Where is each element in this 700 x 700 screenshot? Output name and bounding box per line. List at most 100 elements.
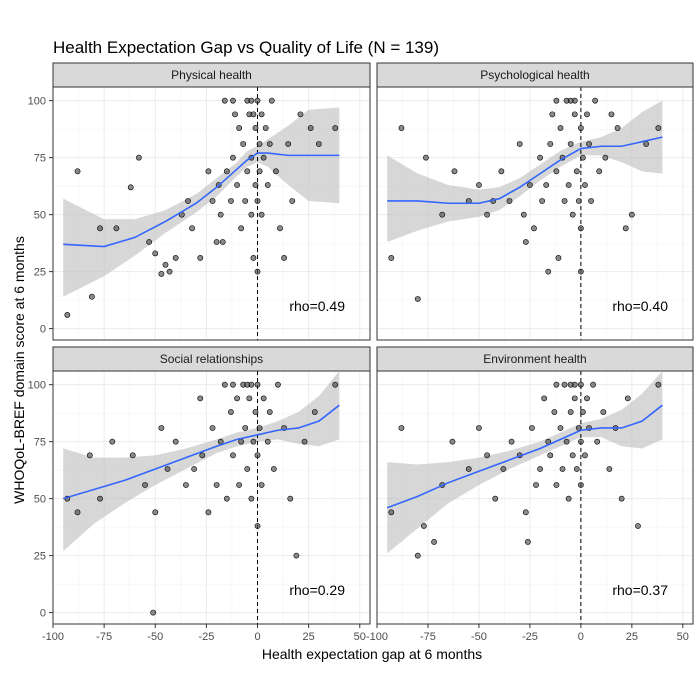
data-point — [289, 198, 296, 204]
data-point — [553, 482, 560, 488]
y-tick-label: 0 — [40, 608, 46, 620]
data-point — [191, 466, 198, 472]
data-point — [234, 395, 240, 402]
y-axis-title: WHOQoL-BREF domain score at 6 months — [11, 236, 27, 504]
facet-panel: Social relationships rho=0.29 — [52, 346, 371, 625]
facet-strip — [52, 346, 371, 372]
correlation-label: rho=0.29 — [289, 582, 345, 598]
data-point — [553, 168, 560, 175]
x-axis-title: Health expectation gap at 6 months — [262, 646, 482, 662]
data-point — [135, 154, 142, 161]
data-point — [217, 211, 224, 218]
data-point — [254, 381, 261, 388]
data-point — [311, 409, 318, 415]
data-point — [565, 495, 572, 502]
confidence-ribbon — [387, 371, 663, 554]
y-tick-label: 50 — [34, 210, 46, 222]
data-point — [256, 425, 263, 431]
data-point — [398, 425, 405, 431]
data-point — [600, 409, 607, 415]
x-tick-label: -50 — [471, 631, 487, 643]
data-point — [185, 198, 191, 204]
y-axis-ticks-top: 0 25 50 75 100 — [28, 96, 53, 336]
data-point — [234, 182, 240, 188]
data-point — [307, 125, 314, 131]
data-point — [584, 111, 590, 118]
facet-strip — [52, 62, 371, 88]
data-point — [567, 97, 574, 104]
data-point — [388, 509, 395, 516]
data-point — [260, 395, 267, 402]
data-point — [166, 268, 173, 275]
data-point — [567, 141, 574, 147]
x-tick-label: -25 — [198, 631, 214, 643]
data-point — [527, 182, 533, 188]
data-point — [498, 168, 505, 175]
data-point — [559, 466, 566, 472]
x-tick-label: 50 — [354, 631, 366, 643]
data-point — [398, 125, 405, 131]
data-point — [577, 225, 584, 232]
data-point — [451, 168, 458, 175]
data-point — [97, 495, 103, 502]
data-point — [221, 381, 228, 388]
data-point — [287, 495, 294, 502]
x-tick-label: -75 — [96, 631, 112, 643]
x-tick-label: 0 — [578, 631, 584, 643]
confidence-ribbon — [63, 107, 340, 297]
data-point — [602, 154, 609, 161]
data-point — [152, 509, 159, 516]
x-axis-ticks-right: -100 -75 -50 -25 0 25 50 — [366, 624, 689, 643]
data-point — [580, 154, 586, 161]
data-point — [522, 509, 529, 516]
data-point — [508, 438, 515, 445]
x-tick-label: -100 — [42, 631, 64, 643]
data-point — [254, 268, 261, 275]
data-point — [254, 452, 261, 459]
data-point — [97, 225, 103, 232]
data-point — [258, 211, 265, 218]
data-point — [236, 125, 243, 131]
data-point — [624, 395, 631, 402]
data-point — [465, 466, 472, 472]
data-point — [608, 111, 615, 118]
data-point — [577, 268, 584, 275]
data-point — [223, 495, 230, 502]
data-point — [476, 182, 482, 188]
facet-strip — [376, 346, 694, 372]
data-point — [238, 225, 245, 232]
data-point — [88, 293, 95, 300]
data-point — [545, 268, 552, 275]
data-point — [258, 482, 265, 488]
data-point — [254, 198, 261, 204]
data-point — [266, 409, 273, 415]
data-point — [129, 452, 136, 459]
data-point — [260, 154, 267, 161]
data-point — [248, 211, 255, 218]
data-point — [197, 255, 204, 261]
smooth-trend-line — [387, 136, 663, 205]
data-point — [264, 182, 271, 188]
data-point — [142, 482, 148, 488]
data-point — [565, 182, 572, 188]
y-tick-label: 100 — [28, 380, 46, 392]
data-point — [146, 239, 153, 245]
panel-border — [52, 370, 371, 625]
data-point — [256, 141, 263, 147]
data-point — [547, 452, 554, 459]
y-tick-label: 0 — [40, 324, 46, 336]
data-point — [606, 466, 613, 472]
data-point — [244, 466, 251, 472]
data-point — [561, 198, 568, 204]
data-point — [230, 97, 236, 104]
data-point — [529, 425, 535, 431]
data-point — [223, 168, 230, 175]
data-point — [500, 466, 507, 472]
facet-panels: Physical health rho=0.49 Psychological hea… — [52, 62, 694, 625]
smooth-trend-line — [63, 152, 340, 248]
data-point — [252, 125, 259, 131]
data-point — [285, 141, 292, 147]
data-point — [580, 409, 586, 415]
data-point — [209, 425, 216, 431]
